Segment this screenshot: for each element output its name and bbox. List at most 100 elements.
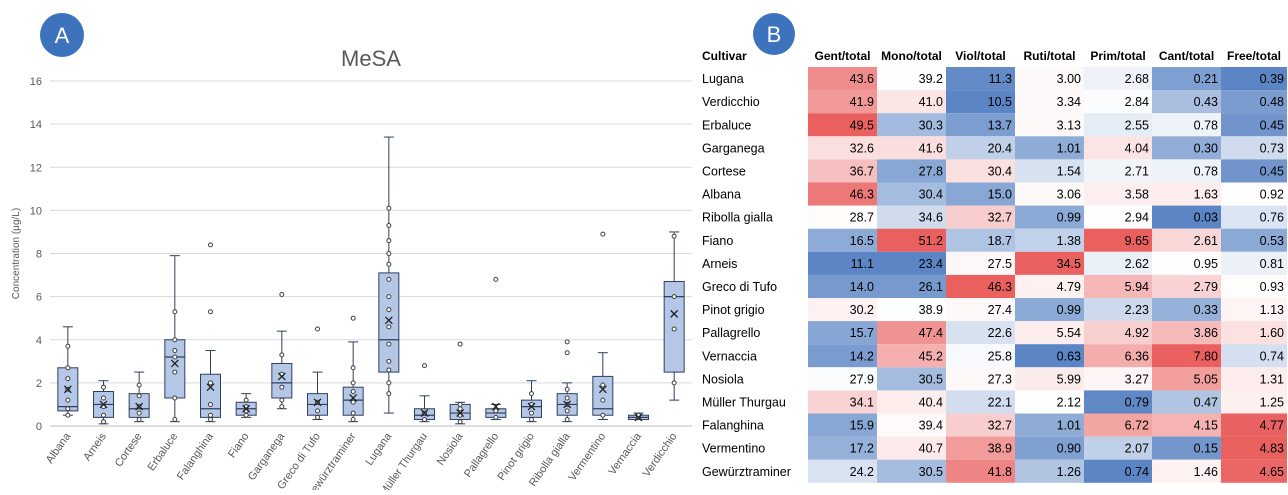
heatmap-table: B Cultivar Gent/total Mono/total Viol/total R… [702,13,1287,483]
cell-value: 17.2 [850,442,874,456]
data-point [243,412,249,418]
mean-marker [670,309,679,318]
cell-value: 0.81 [1260,257,1284,271]
box-8 [342,315,364,423]
row-label: Vernaccia [702,349,757,363]
heat-cell [1152,113,1221,137]
heat-cell [1084,344,1152,368]
mean-marker [277,372,286,381]
data-point [600,382,606,388]
row-label: Vermentino [702,442,765,456]
box-6 [271,291,293,410]
data-point [671,294,677,300]
heat-cell [1221,113,1287,137]
data-point [386,358,392,364]
y-tick-label: 4 [36,335,42,347]
heat-cell [877,90,946,114]
column-header: Gent/total [815,49,871,63]
heat-cell [1015,367,1084,391]
heat-cell [877,413,946,437]
cell-value: 0.63 [1057,349,1081,363]
cell-value: 0.99 [1057,211,1081,225]
cell-value: 2.12 [1057,395,1081,409]
heat-cell [1015,182,1084,206]
cell-value: 10.5 [988,95,1012,109]
data-point [350,410,356,416]
panel-a-badge: A [40,13,84,57]
heat-cell [1084,321,1152,345]
data-point [564,386,570,392]
heat-cell [877,113,946,137]
data-point [208,242,213,248]
heat-cell [1084,390,1152,414]
cell-value: 27.9 [850,372,874,386]
x-tick-label: Vermentino [567,431,609,483]
heat-cell [808,436,877,460]
heat-cell [946,67,1015,91]
cell-value: 0.43 [1194,95,1218,109]
cell-value: 27.5 [988,257,1012,271]
cell-value: 5.54 [1057,326,1081,340]
heat-cell [1084,251,1152,275]
data-point [564,395,570,401]
heat-cell [1152,67,1221,91]
row-label: Fiano [702,234,733,248]
cell-value: 11.1 [851,257,874,271]
heat-cell [1221,298,1287,322]
heat-cell [1221,228,1287,252]
mean-marker [63,385,72,394]
box-10 [414,363,435,423]
heat-cell [1221,205,1287,229]
mean-marker [384,316,393,325]
heat-cell [1152,251,1221,275]
heat-cell [1152,298,1221,322]
row-label: Pallagrello [702,326,760,340]
heat-cell [946,321,1015,345]
data-point [600,397,606,403]
cell-value: 15.7 [850,326,874,340]
x-tick-label: Albana [44,430,74,466]
mean-marker [135,402,144,411]
heat-cell [877,367,946,391]
cell-value: 0.47 [1194,395,1218,409]
data-point [315,408,320,414]
x-tick-label: Erbaluce [146,431,181,473]
x-tick-label: Vernaccia [606,430,644,477]
row-label: Verdicchio [702,95,760,109]
cell-value: 0.21 [1194,72,1218,86]
cell-value: 3.27 [1125,372,1149,386]
cell-value: 46.3 [850,188,874,202]
data-point [564,408,570,414]
cell-value: 34.1 [850,395,874,409]
cell-value: 39.2 [919,72,943,86]
cell-value: 0.45 [1260,118,1284,132]
heat-cell [946,367,1015,391]
cell-value: 0.90 [1057,442,1081,456]
data-point [65,376,71,382]
y-tick-label: 16 [30,76,42,88]
cell-value: 3.00 [1057,72,1081,86]
cell-value: 0.79 [1125,395,1149,409]
row-label: Falanghina [702,419,764,433]
cell-value: 1.38 [1057,234,1081,248]
heat-cell [877,390,946,414]
data-point [65,412,71,418]
heat-cell [1152,159,1221,183]
data-point [208,412,213,418]
data-point [671,380,677,386]
cell-value: 15.9 [850,419,874,433]
mean-marker [456,409,465,418]
cell-value: 2.23 [1125,303,1149,317]
cell-value: 36.7 [850,164,874,178]
heat-cell [877,159,946,183]
cell-value: 26.1 [919,280,943,294]
cell-value: 38.9 [988,442,1012,456]
x-tick-label: Pallagrello [462,431,501,480]
cell-value: 1.13 [1260,303,1284,317]
cell-value: 7.80 [1194,349,1218,363]
cell-value: 32.7 [988,419,1012,433]
cell-value: 24.2 [850,465,874,479]
cell-value: 40.4 [919,395,943,409]
y-axis-label: Concentration (µg/L) [11,208,22,299]
heat-cell [1152,413,1221,437]
